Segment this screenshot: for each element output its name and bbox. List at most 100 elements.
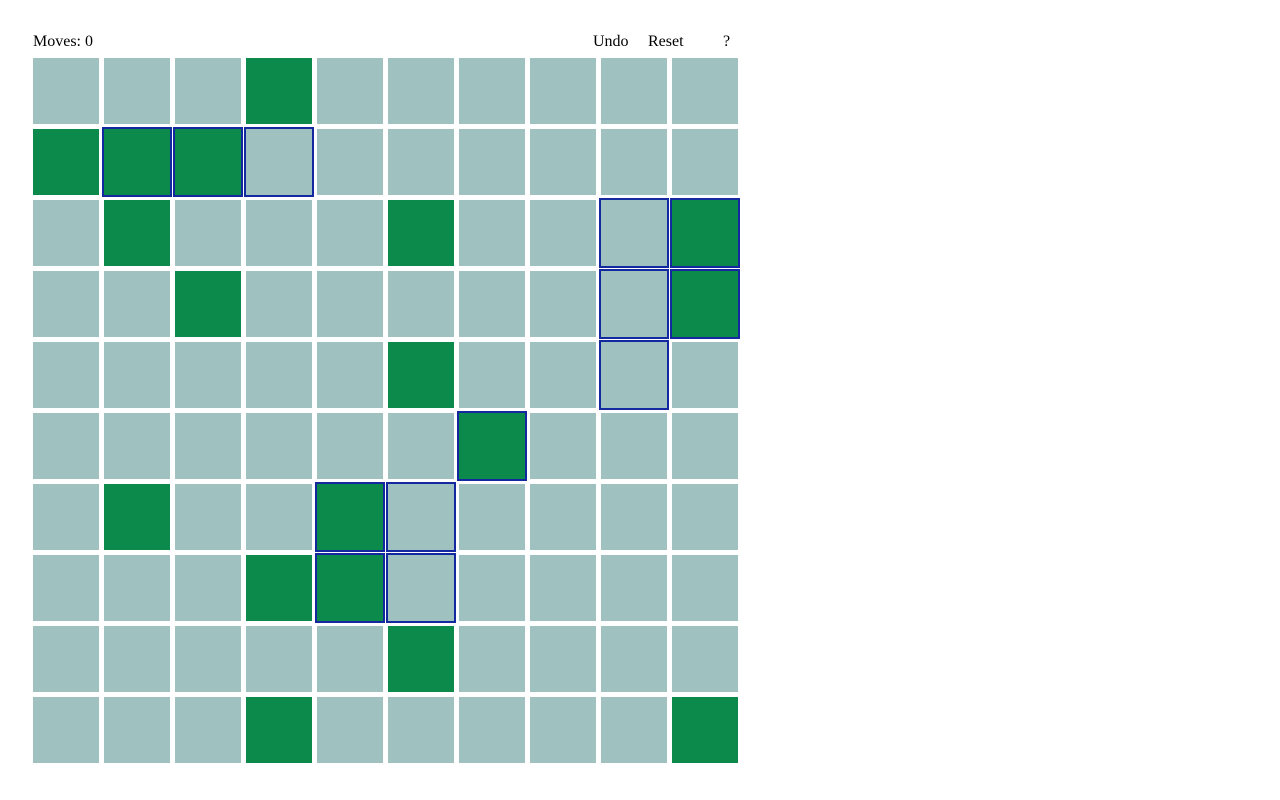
board-cell[interactable] (530, 413, 596, 479)
board-cell[interactable] (104, 626, 170, 692)
board-cell[interactable] (670, 269, 740, 339)
board-cell[interactable] (175, 271, 241, 337)
board-cell[interactable] (317, 626, 383, 692)
board-cell[interactable] (246, 484, 312, 550)
board-cell[interactable] (175, 697, 241, 763)
board-cell[interactable] (672, 58, 738, 124)
board-cell[interactable] (672, 413, 738, 479)
board-cell[interactable] (388, 697, 454, 763)
board-cell[interactable] (530, 58, 596, 124)
board-cell[interactable] (104, 697, 170, 763)
board-cell[interactable] (317, 58, 383, 124)
board-cell[interactable] (459, 271, 525, 337)
board-cell[interactable] (317, 342, 383, 408)
board-cell[interactable] (530, 200, 596, 266)
board-cell[interactable] (388, 413, 454, 479)
board-cell[interactable] (317, 413, 383, 479)
undo-button[interactable]: Undo (593, 33, 629, 50)
board-cell[interactable] (244, 127, 314, 197)
board-cell[interactable] (104, 342, 170, 408)
board-cell[interactable] (175, 555, 241, 621)
board-cell[interactable] (530, 342, 596, 408)
board-cell[interactable] (672, 697, 738, 763)
board-cell[interactable] (386, 482, 456, 552)
board-cell[interactable] (530, 697, 596, 763)
board-cell[interactable] (672, 484, 738, 550)
board-cell[interactable] (33, 626, 99, 692)
board-cell[interactable] (388, 626, 454, 692)
board-cell[interactable] (104, 555, 170, 621)
board-cell[interactable] (33, 342, 99, 408)
board-cell[interactable] (388, 58, 454, 124)
board-cell[interactable] (175, 626, 241, 692)
board-cell[interactable] (601, 626, 667, 692)
board-cell[interactable] (175, 58, 241, 124)
board-cell[interactable] (457, 411, 527, 481)
board-cell[interactable] (530, 626, 596, 692)
board-cell[interactable] (104, 200, 170, 266)
board-cell[interactable] (246, 342, 312, 408)
board-cell[interactable] (601, 58, 667, 124)
board-cell[interactable] (459, 200, 525, 266)
board-cell[interactable] (33, 484, 99, 550)
board-cell[interactable] (33, 555, 99, 621)
board-cell[interactable] (459, 555, 525, 621)
board-cell[interactable] (388, 342, 454, 408)
board-cell[interactable] (599, 340, 669, 410)
board-cell[interactable] (315, 482, 385, 552)
board-cell[interactable] (459, 342, 525, 408)
board-cell[interactable] (388, 200, 454, 266)
board-cell[interactable] (672, 129, 738, 195)
board-cell[interactable] (175, 484, 241, 550)
board-cell[interactable] (670, 198, 740, 268)
board-cell[interactable] (33, 271, 99, 337)
board-cell[interactable] (246, 58, 312, 124)
board-cell[interactable] (246, 271, 312, 337)
board-cell[interactable] (246, 413, 312, 479)
board-cell[interactable] (246, 697, 312, 763)
board-cell[interactable] (601, 697, 667, 763)
board-cell[interactable] (317, 271, 383, 337)
board-cell[interactable] (33, 129, 99, 195)
board-cell[interactable] (601, 484, 667, 550)
board-cell[interactable] (173, 127, 243, 197)
board-cell[interactable] (601, 413, 667, 479)
help-button[interactable]: ? (723, 33, 731, 50)
board-cell[interactable] (246, 555, 312, 621)
board-cell[interactable] (601, 555, 667, 621)
board-cell[interactable] (175, 342, 241, 408)
board-cell[interactable] (599, 198, 669, 268)
board-cell[interactable] (33, 697, 99, 763)
board-cell[interactable] (104, 271, 170, 337)
board-cell[interactable] (530, 271, 596, 337)
board-cell[interactable] (530, 129, 596, 195)
board-cell[interactable] (317, 200, 383, 266)
board-cell[interactable] (246, 200, 312, 266)
board-cell[interactable] (459, 626, 525, 692)
board-cell[interactable] (33, 58, 99, 124)
board-cell[interactable] (601, 129, 667, 195)
board-cell[interactable] (672, 626, 738, 692)
board-cell[interactable] (388, 129, 454, 195)
board-cell[interactable] (175, 200, 241, 266)
board-cell[interactable] (459, 484, 525, 550)
reset-button[interactable]: Reset (648, 33, 684, 50)
board-cell[interactable] (315, 553, 385, 623)
board-cell[interactable] (388, 271, 454, 337)
board-cell[interactable] (104, 484, 170, 550)
board-cell[interactable] (104, 58, 170, 124)
board-cell[interactable] (530, 555, 596, 621)
board-cell[interactable] (246, 626, 312, 692)
board-cell[interactable] (102, 127, 172, 197)
board-cell[interactable] (672, 342, 738, 408)
board-cell[interactable] (317, 129, 383, 195)
board-cell[interactable] (175, 413, 241, 479)
board-cell[interactable] (459, 697, 525, 763)
board-cell[interactable] (33, 200, 99, 266)
board-cell[interactable] (104, 413, 170, 479)
board-cell[interactable] (33, 413, 99, 479)
board-cell[interactable] (672, 555, 738, 621)
board-cell[interactable] (317, 697, 383, 763)
board-cell[interactable] (386, 553, 456, 623)
board-cell[interactable] (459, 58, 525, 124)
